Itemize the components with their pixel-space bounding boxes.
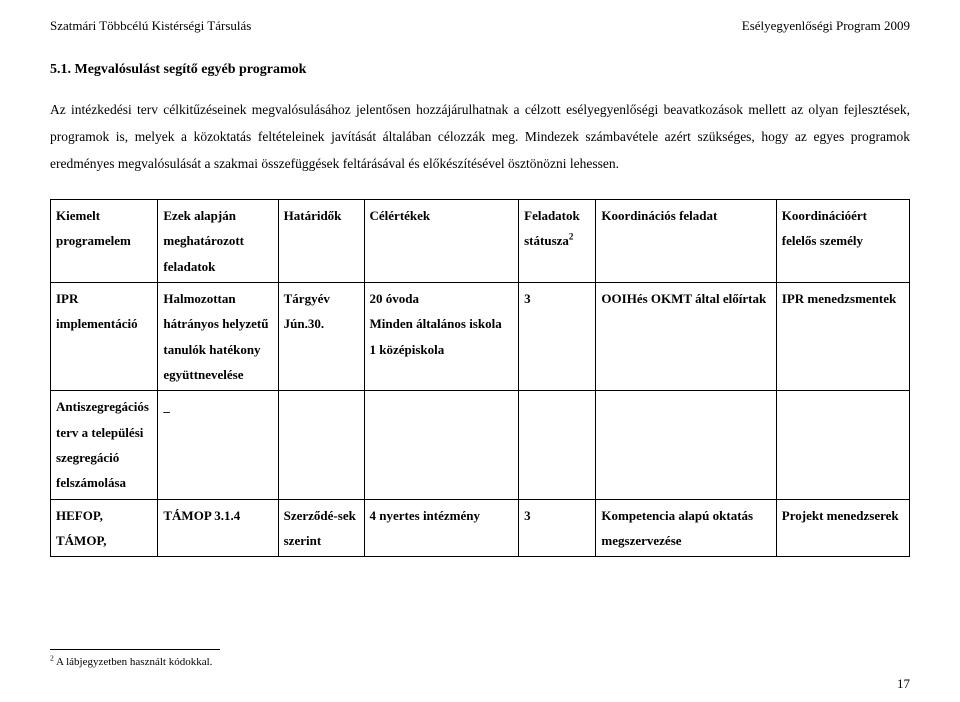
footnote: 2 A lábjegyzetben használt kódokkal. [50, 656, 212, 668]
cell-program: HEFOP, TÁMOP, [51, 499, 158, 557]
th-coord-task: Koordinációs feladat [596, 200, 776, 283]
program-table: Kiemelt programelem Ezek alapján meghatá… [50, 199, 910, 557]
table-row: IPR implementáció Halmozottan hátrányos … [51, 283, 910, 391]
cell-program: IPR implementáció [51, 283, 158, 391]
cell-tasks: Halmozottan hátrányos helyzetű tanulók h… [158, 283, 278, 391]
cell-coord-person: IPR menedzsmentek [776, 283, 909, 391]
cell-targets [364, 391, 519, 499]
cell-targets: 20 óvoda Minden általános iskola 1 közép… [364, 283, 519, 391]
footnote-text: A lábjegyzetben használt kódokkal. [54, 656, 213, 668]
table-row: HEFOP, TÁMOP, TÁMOP 3.1.4 Szerződé-sek s… [51, 499, 910, 557]
cell-coord-task: Kompetencia alapú oktatás megszervezése [596, 499, 776, 557]
page-number: 17 [897, 676, 910, 692]
header-right: Esélyegyenlőségi Program 2009 [742, 18, 910, 34]
cell-deadlines: Szerződé-sek szerint [278, 499, 364, 557]
cell-coord-task: OOIHés OKMT által előírtak [596, 283, 776, 391]
cell-tasks: TÁMOP 3.1.4 [158, 499, 278, 557]
cell-status: 3 [519, 499, 596, 557]
cell-status [519, 391, 596, 499]
cell-tasks: _ [158, 391, 278, 499]
footnote-separator [50, 649, 220, 650]
cell-targets: 4 nyertes intézmény [364, 499, 519, 557]
th-status-sup: 2 [569, 232, 574, 242]
th-targets: Célértékek [364, 200, 519, 283]
document-page: Szatmári Többcélú Kistérségi Társulás Es… [0, 0, 960, 702]
page-header: Szatmári Többcélú Kistérségi Társulás Es… [50, 18, 910, 34]
th-program: Kiemelt programelem [51, 200, 158, 283]
cell-program: Antiszegregációs terv a települési szegr… [51, 391, 158, 499]
header-left: Szatmári Többcélú Kistérségi Társulás [50, 18, 251, 34]
table-header-row: Kiemelt programelem Ezek alapján meghatá… [51, 200, 910, 283]
table-row: Antiszegregációs terv a települési szegr… [51, 391, 910, 499]
cell-deadlines: Tárgyév Jún.30. [278, 283, 364, 391]
cell-coord-person: Projekt menedzserek [776, 499, 909, 557]
th-status-text: Feladatok státusza [524, 208, 580, 248]
th-tasks: Ezek alapján meghatározott feladatok [158, 200, 278, 283]
th-status: Feladatok státusza2 [519, 200, 596, 283]
th-deadlines: Határidők [278, 200, 364, 283]
cell-coord-task [596, 391, 776, 499]
cell-coord-person [776, 391, 909, 499]
cell-deadlines [278, 391, 364, 499]
th-coord-person: Koordinációért felelős személy [776, 200, 909, 283]
cell-status: 3 [519, 283, 596, 391]
section-title: 5.1. Megvalósulást segítő egyéb programo… [50, 62, 910, 78]
body-paragraph: Az intézkedési terv célkitűzéseinek megv… [50, 96, 910, 177]
